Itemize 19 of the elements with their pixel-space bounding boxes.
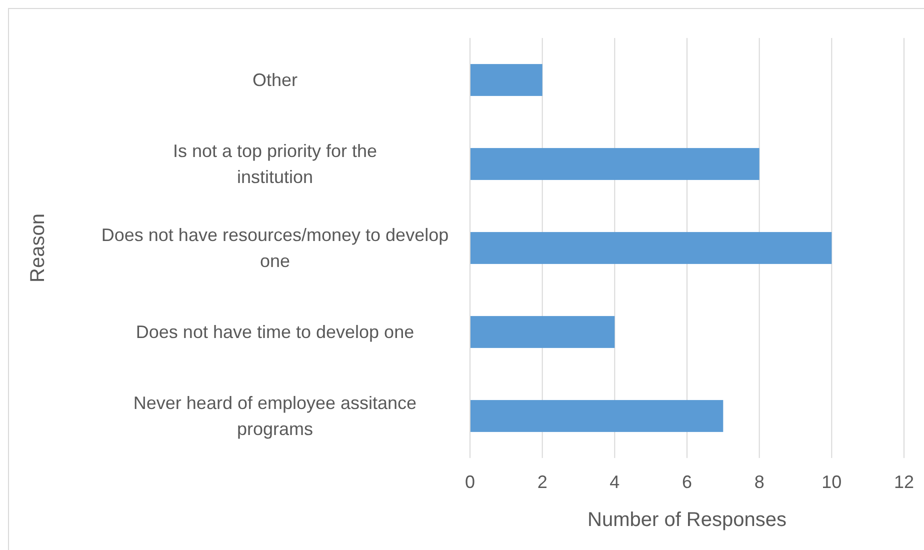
x-axis-title: Number of Responses (588, 509, 786, 531)
bar (470, 232, 832, 264)
bar (470, 400, 724, 432)
x-tick-label: 6 (682, 472, 692, 492)
y-tick-label: Does not have time to develop one (136, 322, 414, 342)
x-tick-label: 4 (610, 472, 620, 492)
y-axis-title: Reason (27, 214, 49, 282)
x-tick-label: 8 (754, 472, 764, 492)
bar (470, 316, 615, 348)
bar (470, 64, 542, 96)
y-tick-label: Is not a top priority for the institution (172, 141, 378, 187)
x-tick-label: 2 (537, 472, 548, 492)
y-tick-label: Never heard of employee assitance programs (133, 393, 417, 439)
x-tick-label: 0 (464, 472, 476, 492)
y-tick-label: Does not have resources/money to develop one (101, 225, 449, 271)
x-tick-label: 10 (822, 472, 842, 492)
bar (470, 148, 760, 180)
y-tick-label: Other (252, 70, 298, 90)
x-tick-label: 12 (894, 472, 914, 492)
